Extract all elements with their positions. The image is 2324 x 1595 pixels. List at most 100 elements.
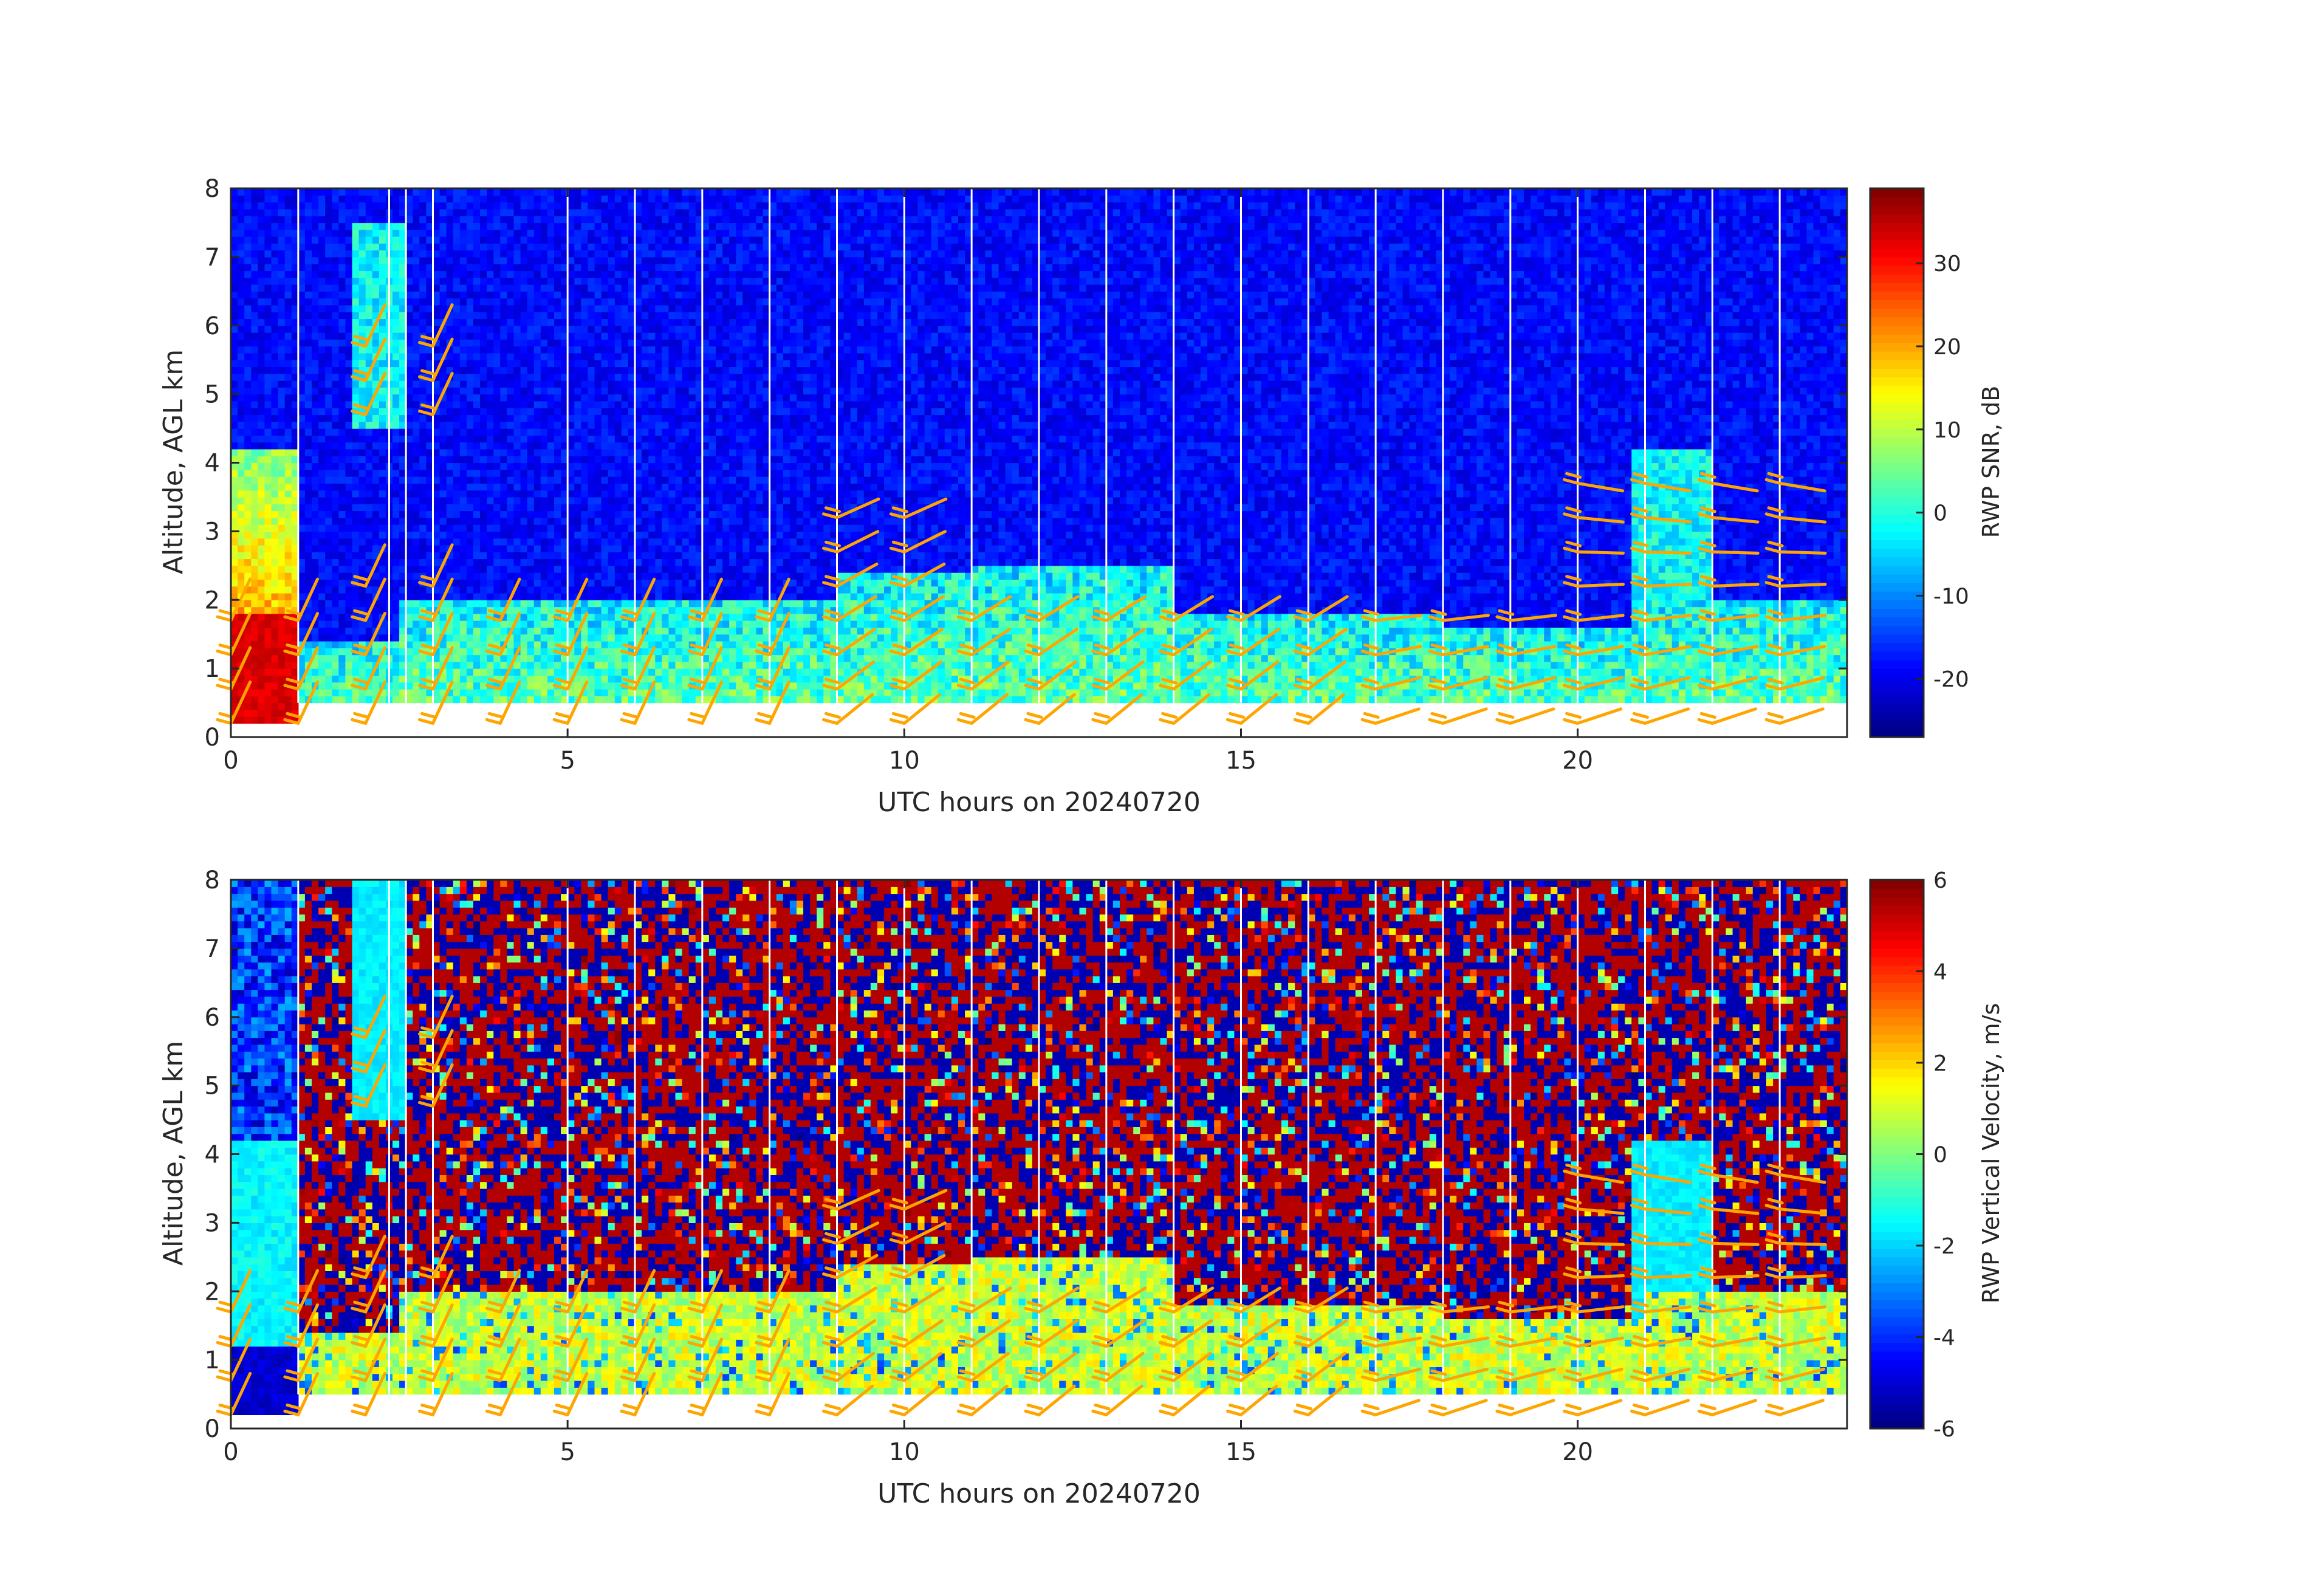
wind-barb bbox=[1697, 1266, 1760, 1280]
wind-barb bbox=[1697, 1300, 1760, 1314]
wind-barb bbox=[418, 612, 454, 657]
wind-barb bbox=[620, 646, 656, 691]
colorbar-tick-label: 30 bbox=[1933, 252, 1961, 276]
wind-barb bbox=[755, 612, 790, 657]
wind-barb bbox=[1630, 707, 1690, 725]
y-tick-label: 1 bbox=[205, 655, 220, 683]
wind-barb bbox=[1293, 628, 1348, 657]
wind-barb bbox=[1764, 575, 1827, 588]
wind-barb bbox=[351, 680, 386, 725]
wind-barb bbox=[1091, 1351, 1145, 1382]
wind-barb bbox=[1764, 1367, 1826, 1382]
wind-barb bbox=[485, 1371, 521, 1416]
wind-barb bbox=[1697, 506, 1760, 524]
wind-barb bbox=[1563, 1335, 1624, 1348]
wind-barb bbox=[351, 337, 386, 382]
wind-barb bbox=[418, 1371, 454, 1416]
wind-barb bbox=[418, 337, 454, 382]
wind-barb bbox=[351, 995, 386, 1040]
colorbar-tick-label: 4 bbox=[1933, 960, 1947, 985]
wind-barb bbox=[889, 1189, 948, 1211]
vertical-velocity-x-ticks: 0 5 10 15 20 bbox=[223, 880, 1593, 1466]
wind-barb bbox=[822, 1221, 880, 1245]
wind-barb bbox=[1697, 1399, 1757, 1416]
wind-barb bbox=[485, 646, 521, 691]
y-tick-label: 6 bbox=[205, 1004, 220, 1032]
wind-barb bbox=[1360, 609, 1423, 622]
wind-barb bbox=[822, 530, 880, 554]
wind-barb bbox=[485, 680, 521, 725]
wind-barb bbox=[1360, 1399, 1421, 1416]
wind-barb bbox=[1697, 540, 1760, 555]
wind-barb bbox=[1563, 1399, 1623, 1416]
wind-barb bbox=[485, 1337, 521, 1382]
wind-barb bbox=[620, 612, 656, 657]
wind-barb bbox=[687, 1337, 724, 1382]
wind-barb bbox=[1226, 628, 1281, 657]
wind-barb bbox=[956, 595, 1012, 622]
wind-barb bbox=[1764, 1335, 1826, 1348]
wind-barb bbox=[1428, 1300, 1490, 1314]
wind-barb bbox=[889, 1286, 945, 1314]
wind-barb bbox=[1428, 1399, 1488, 1416]
wind-barb bbox=[418, 1337, 454, 1382]
wind-barb bbox=[1630, 506, 1692, 524]
wind-barb bbox=[889, 1319, 944, 1348]
wind-barb bbox=[351, 1063, 386, 1108]
wind-barb bbox=[1764, 609, 1827, 622]
wind-barb bbox=[889, 530, 947, 554]
wind-barb bbox=[889, 562, 946, 588]
wind-barb bbox=[1293, 595, 1349, 622]
wind-barb bbox=[620, 1371, 656, 1416]
wind-barb bbox=[1563, 1266, 1625, 1280]
y-tick-label: 2 bbox=[205, 1278, 220, 1306]
x-tick-label: 20 bbox=[1562, 1438, 1593, 1466]
colorbar-tick-label: 10 bbox=[1933, 418, 1961, 443]
wind-barb bbox=[1764, 1300, 1827, 1314]
wind-barb bbox=[956, 660, 1010, 691]
wind-barb bbox=[552, 577, 589, 622]
wind-barb bbox=[1428, 1367, 1489, 1382]
wind-barb bbox=[1630, 676, 1691, 691]
wind-barb bbox=[1630, 1163, 1692, 1184]
wind-barb bbox=[822, 1351, 876, 1382]
wind-barb bbox=[956, 628, 1011, 657]
wind-barb bbox=[1563, 540, 1625, 555]
wind-barb bbox=[351, 1029, 386, 1074]
wind-barb bbox=[418, 680, 454, 725]
colorbar-tick-label: -10 bbox=[1933, 584, 1969, 609]
y-tick-label: 3 bbox=[205, 1209, 220, 1237]
wind-barb bbox=[1630, 609, 1692, 622]
vertical-velocity-wind-barbs bbox=[216, 995, 1827, 1416]
wind-barb bbox=[418, 543, 454, 588]
x-tick-label: 15 bbox=[1225, 1438, 1256, 1466]
snr-x-axis-label: UTC hours on 20240720 bbox=[877, 787, 1201, 818]
wind-barb bbox=[1764, 676, 1826, 691]
wind-barb bbox=[822, 693, 874, 725]
y-tick-label: 1 bbox=[205, 1346, 220, 1374]
wind-barb bbox=[889, 628, 944, 657]
colorbar-tick-label: 20 bbox=[1933, 335, 1961, 360]
y-tick-label: 6 bbox=[205, 312, 220, 340]
wind-barb bbox=[1764, 1232, 1827, 1246]
wind-barb bbox=[283, 1303, 320, 1348]
wind-barb bbox=[1159, 693, 1211, 725]
wind-barb bbox=[552, 612, 589, 657]
wind-barb bbox=[1563, 575, 1625, 588]
wind-barb bbox=[687, 1371, 724, 1416]
x-tick-label: 5 bbox=[560, 1438, 575, 1466]
wind-barb bbox=[1764, 506, 1827, 524]
wind-barb bbox=[485, 612, 521, 657]
wind-barb bbox=[283, 680, 320, 725]
wind-barb bbox=[822, 1286, 877, 1314]
y-tick-label: 3 bbox=[205, 518, 220, 546]
y-tick-label: 2 bbox=[205, 586, 220, 614]
wind-barb bbox=[1159, 628, 1213, 657]
wind-barb bbox=[1226, 693, 1278, 725]
wind-barb bbox=[1024, 660, 1077, 691]
wind-barb bbox=[1630, 1232, 1692, 1246]
wind-barb bbox=[822, 595, 877, 622]
vertical-velocity-colorbar-label: RWP Vertical Velocity, m/s bbox=[1978, 1003, 2004, 1304]
wind-barb bbox=[552, 1371, 589, 1416]
